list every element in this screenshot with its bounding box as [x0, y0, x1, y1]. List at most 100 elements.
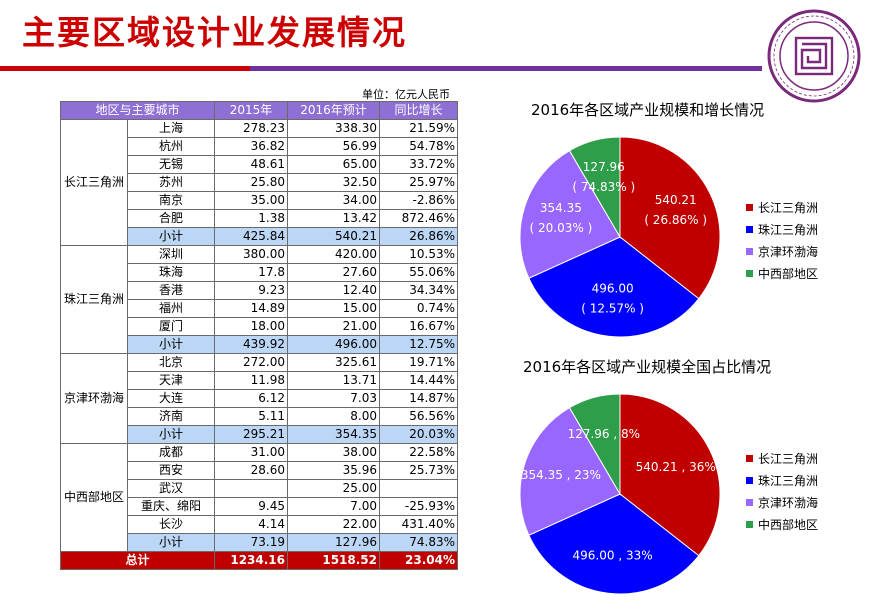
growth-cell: 14.87%: [379, 389, 458, 408]
legend-item: 京津环渤海: [746, 491, 818, 513]
table-row: 珠江三角洲 深圳 380.00 420.00 10.53%: [60, 245, 458, 354]
value-2015-cell: 28.60: [214, 461, 288, 480]
subtotal-2016: 354.35: [287, 425, 380, 444]
table-row: 天津 11.98 13.71 14.44%: [61, 371, 458, 390]
table-row: 福州 14.89 15.00 0.74%: [61, 299, 458, 318]
pie-legend: 长江三角洲珠江三角洲 京津环渤海 中西部地区: [746, 447, 818, 535]
value-2015-cell: 4.14: [214, 515, 288, 534]
subtotal-label: 小计: [127, 425, 215, 444]
value-2016-cell: 56.99: [287, 137, 380, 156]
value-2016-cell: 325.61: [287, 353, 380, 372]
legend-item: 长江三角洲: [746, 196, 818, 218]
value-2016-cell: 21.00: [287, 317, 380, 336]
value-2015-cell: 11.98: [214, 371, 288, 390]
city-cell: 成都: [127, 443, 215, 462]
value-2016-cell: 35.96: [287, 461, 380, 480]
city-cell: 苏州: [127, 173, 215, 192]
pie-data-label: 354.35: [540, 201, 582, 215]
pie-data-label: 496.00 , 33%: [573, 549, 653, 563]
region-cell: 京津环渤海: [60, 353, 128, 444]
subtotal-2016: 127.96: [287, 533, 380, 552]
growth-cell: 872.46%: [379, 209, 458, 228]
region-scale-pie-chart: 540.21 ( 26.86% ) 496.00 ( 12.57% ) 354.35 ( …: [519, 136, 721, 338]
growth-cell: 19.71%: [379, 353, 458, 372]
city-cell: 珠海: [127, 263, 215, 282]
table-row: 南京 35.00 34.00 -2.86%: [61, 191, 458, 210]
value-2016-cell: 32.50: [287, 173, 380, 192]
pie-slice: [528, 493, 700, 595]
growth-cell: 25.97%: [379, 173, 458, 192]
city-cell: 大连: [127, 389, 215, 408]
legend-swatch: [746, 454, 753, 462]
subtotal-label: 小计: [127, 335, 215, 354]
city-cell: 香港: [127, 281, 215, 300]
title-underline-red: [0, 66, 250, 71]
legend-item: 珠江三角洲: [746, 469, 818, 491]
value-2015-cell: 272.00: [214, 353, 288, 372]
pie-slice: [519, 407, 621, 536]
subtotal-growth: 26.86%: [379, 227, 458, 246]
city-cell: 北京: [127, 353, 215, 372]
value-2015-cell: 18.00: [214, 317, 288, 336]
pie-data-label: 127.96: [583, 160, 625, 174]
value-2015-cell: 31.00: [214, 443, 288, 462]
column-header: 2016年预计: [287, 101, 380, 120]
subtotal-growth: 20.03%: [379, 425, 458, 444]
legend-item: 长江三角洲: [746, 447, 818, 469]
table-row: 武汉 25.00: [61, 479, 458, 498]
pie-slice: [568, 136, 621, 239]
column-header: 2015年: [214, 101, 288, 120]
value-2015-cell: 48.61: [214, 155, 288, 174]
growth-cell: 54.78%: [379, 137, 458, 156]
city-cell: 杭州: [127, 137, 215, 156]
value-2015-cell: 278.23: [214, 119, 288, 138]
table-row: 珠海 17.8 27.60 55.06%: [61, 263, 458, 282]
pie-slice: [519, 150, 621, 279]
unit-label: 单位：亿元人民币: [362, 88, 450, 101]
subtotal-growth: 12.75%: [379, 335, 458, 354]
legend-label: 中西部地区: [758, 266, 819, 281]
growth-cell: 10.53%: [379, 245, 458, 264]
pie-data-label: 127.96 , 8%: [568, 427, 640, 441]
pie-chart-title: 2016年各区域产业规模全国占比情况: [523, 358, 772, 376]
value-2016-cell: 25.00: [287, 479, 380, 498]
subtotal-2016: 540.21: [287, 227, 380, 246]
pie-data-label: 540.21: [655, 193, 697, 207]
city-cell: 南京: [127, 191, 215, 210]
growth-cell: 22.58%: [379, 443, 458, 462]
value-2015-cell: 25.80: [214, 173, 288, 192]
page-title: 主要区域设计业发展情况: [22, 13, 407, 52]
value-2015-cell: 6.12: [214, 389, 288, 408]
legend-label: 长江三角洲: [758, 451, 819, 466]
value-2016-cell: 65.00: [287, 155, 380, 174]
legend-label: 长江三角洲: [758, 200, 819, 215]
value-2015-cell: 380.00: [214, 245, 288, 264]
region-cell: 长江三角洲: [60, 119, 128, 246]
city-cell: 西安: [127, 461, 215, 480]
total-label: 总计: [60, 551, 215, 570]
subtotal-row: 小计 425.84 540.21 26.86%: [61, 227, 458, 246]
value-2015-cell: [214, 479, 288, 498]
region-cell: 珠江三角洲: [60, 245, 128, 354]
city-cell: 上海: [127, 119, 215, 138]
subtotal-label: 小计: [127, 533, 215, 552]
growth-cell: 21.59%: [379, 119, 458, 138]
city-data-table: 地区与主要城市 2015年 2016年预计 同比增长 长江三角洲 上海 278.23…: [60, 101, 458, 570]
value-2016-cell: 13.71: [287, 371, 380, 390]
legend-label: 京津环渤海: [758, 244, 819, 259]
subtotal-row: 小计 73.19 127.96 74.83%: [61, 533, 458, 552]
city-cell: 武汉: [127, 479, 215, 498]
legend-item: 中西部地区: [746, 513, 818, 535]
subtotal-row: 小计 439.92 496.00 12.75%: [61, 335, 458, 354]
value-2015-cell: 14.89: [214, 299, 288, 318]
value-2015-cell: 1.38: [214, 209, 288, 228]
pie-data-label: ( 74.83% ): [572, 180, 635, 194]
city-cell: 深圳: [127, 245, 215, 264]
value-2016-cell: 34.00: [287, 191, 380, 210]
growth-cell: 14.44%: [379, 371, 458, 390]
pie-data-label: ( 12.57% ): [581, 302, 644, 316]
table-row: 厦门 18.00 21.00 16.67%: [61, 317, 458, 336]
region-cell: 中西部地区: [60, 443, 128, 552]
legend-item: 中西部地区: [746, 262, 818, 284]
value-2015-cell: 9.45: [214, 497, 288, 516]
